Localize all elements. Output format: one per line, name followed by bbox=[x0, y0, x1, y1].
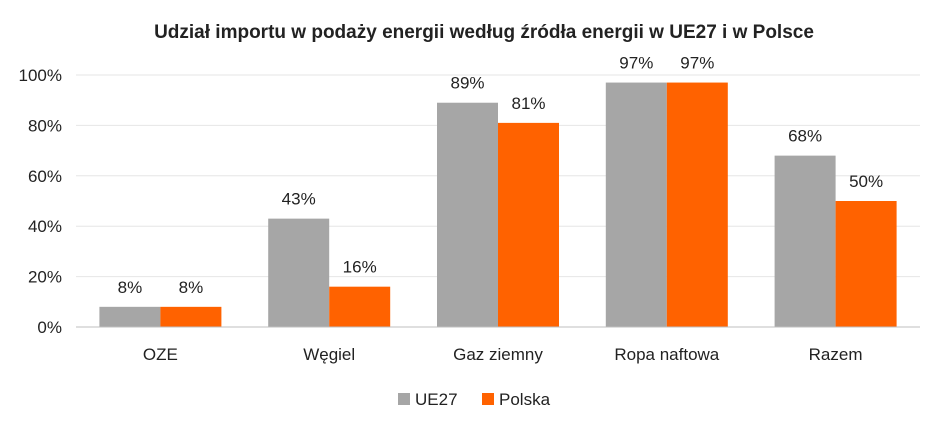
legend-label: UE27 bbox=[415, 390, 458, 409]
y-tick-label: 40% bbox=[28, 217, 62, 236]
bars bbox=[99, 82, 897, 327]
data-label: 16% bbox=[343, 258, 377, 277]
bar-polska-4 bbox=[835, 201, 897, 327]
bar-ue27-3 bbox=[605, 82, 667, 327]
bar-polska-2 bbox=[498, 122, 559, 327]
x-category-label: Razem bbox=[809, 345, 863, 364]
data-label: 8% bbox=[118, 278, 143, 297]
bar-ue27-0 bbox=[99, 306, 161, 327]
y-tick-label: 100% bbox=[19, 66, 62, 85]
x-category-label: Ropa naftowa bbox=[614, 345, 719, 364]
bar-polska-1 bbox=[329, 286, 391, 327]
y-tick-label: 80% bbox=[28, 116, 62, 135]
bar-polska-0 bbox=[160, 306, 222, 327]
data-label: 97% bbox=[619, 54, 653, 73]
legend-swatch-ue27 bbox=[398, 393, 410, 405]
bar-ue27-1 bbox=[268, 218, 330, 327]
y-axis-ticks: 0% 20% 40% 60% 80% 100% bbox=[19, 66, 62, 337]
x-category-label: Gaz ziemny bbox=[453, 345, 543, 364]
legend: UE27 Polska bbox=[398, 390, 551, 409]
bar-ue27-2 bbox=[437, 102, 498, 327]
data-label: 68% bbox=[788, 127, 822, 146]
bar-ue27-4 bbox=[774, 155, 836, 327]
x-category-label: OZE bbox=[143, 345, 178, 364]
legend-swatch-polska bbox=[482, 393, 494, 405]
y-tick-label: 0% bbox=[37, 318, 62, 337]
legend-label: Polska bbox=[499, 390, 551, 409]
y-tick-label: 60% bbox=[28, 167, 62, 186]
data-label: 8% bbox=[179, 278, 204, 297]
data-label: 43% bbox=[282, 190, 316, 209]
x-axis-categories: OZE Węgiel Gaz ziemny Ropa naftowa Razem bbox=[143, 345, 863, 364]
data-labels: 8% 8% 43% 16% 89% 81% 97% 97% 68% 50% bbox=[118, 54, 884, 297]
data-label: 81% bbox=[511, 94, 545, 113]
data-label: 89% bbox=[450, 74, 484, 93]
y-tick-label: 20% bbox=[28, 268, 62, 287]
bar-polska-3 bbox=[666, 82, 728, 327]
chart-title: Udział importu w podaży energii według ź… bbox=[154, 22, 814, 43]
x-category-label: Węgiel bbox=[303, 345, 355, 364]
data-label: 97% bbox=[680, 54, 714, 73]
data-label: 50% bbox=[849, 172, 883, 191]
